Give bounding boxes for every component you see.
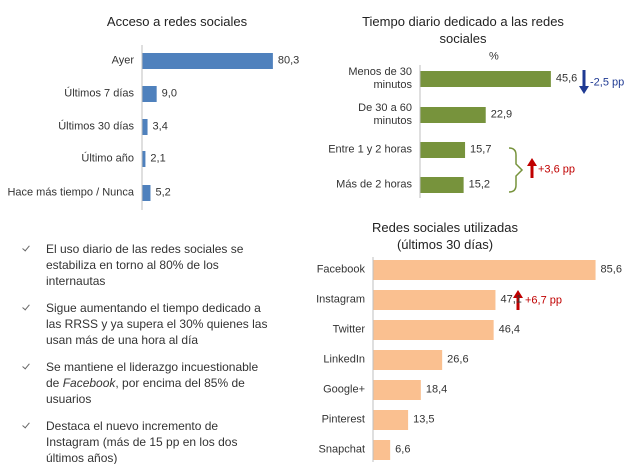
bar: [373, 260, 596, 280]
bar: [373, 350, 443, 370]
value-label: 15,7: [470, 143, 492, 156]
value-label: 5,2: [155, 186, 171, 199]
bar: [420, 177, 464, 193]
value-label: 47,1: [500, 293, 522, 306]
annotation: +3,6 pp: [538, 163, 576, 176]
value-label: 15,2: [468, 178, 491, 191]
value-label: 46,4: [498, 323, 521, 336]
category-label: Últimos 7 días: [64, 87, 134, 100]
arrow-head: [527, 158, 537, 166]
bullet: El uso diario de las redes sociales se e…: [20, 241, 270, 289]
category-label: Instagram: [316, 293, 365, 306]
bar: [142, 119, 148, 135]
category-label: Ayer: [111, 54, 134, 67]
value-label: 45,6: [555, 72, 578, 85]
category-label: LinkedIn: [323, 353, 365, 366]
value-label: 6,6: [395, 443, 411, 456]
value-label: 3,4: [152, 120, 168, 133]
bar: [142, 185, 151, 201]
annotation: -2,5 pp: [590, 76, 625, 89]
annotation: +6,7 pp: [525, 294, 563, 307]
bullet-text: , por encima del 85% de usuarios: [46, 376, 245, 406]
chart-title: Acceso a redes sociales: [106, 14, 248, 29]
bar: [142, 53, 273, 69]
category-label: Facebook: [316, 263, 365, 276]
arrow-head: [579, 86, 589, 94]
category-label: Último año: [81, 152, 134, 165]
bullet: Destaca el nuevo incremento de Instagram…: [20, 418, 270, 464]
bullet-text: Se mantiene el liderazgo incuestionable …: [46, 360, 259, 390]
value-label: 26,6: [447, 353, 469, 366]
category-label: Hace más tiempo / Nunca: [7, 186, 134, 199]
bar: [420, 107, 486, 123]
bullet: Sigue aumentando el tiempo dedicado a la…: [20, 300, 270, 348]
bullet-list: El uso diario de las redes sociales se e…: [20, 241, 270, 464]
category-label: Pinterest: [321, 413, 365, 426]
arrow-head: [513, 290, 523, 298]
value-label: 22,9: [490, 108, 513, 121]
bar: [373, 320, 494, 340]
category-label: De 30 a 60 minutos: [358, 102, 412, 127]
category-label: Entre 1 y 2 horas: [328, 143, 412, 156]
category-label: Twitter: [332, 323, 365, 336]
annotation: %: [489, 50, 499, 63]
bar: [373, 380, 421, 400]
bullet-text: Facebook: [62, 376, 116, 390]
value-label: 18,4: [425, 383, 448, 396]
value-label: 13,5: [413, 413, 435, 426]
category-label: Últimos 30 días: [58, 120, 134, 133]
bar: [420, 142, 466, 158]
value-label: 85,6: [600, 263, 622, 276]
bar: [373, 410, 409, 430]
bar: [142, 86, 157, 102]
bar: [373, 290, 496, 310]
bar: [142, 151, 146, 167]
value-label: 80,3: [277, 54, 300, 67]
bracket: [508, 147, 524, 193]
category-label: Más de 2 horas: [336, 178, 412, 191]
chart-title: Tiempo diario dedicado a las redes socia…: [362, 14, 564, 46]
value-label: 2,1: [150, 152, 166, 165]
chart-title: Redes sociales utilizadas (últimos 30 dí…: [372, 220, 518, 252]
category-label: Snapchat: [318, 443, 365, 456]
category-label: Google+: [323, 383, 365, 396]
bar: [420, 71, 551, 87]
bar: [373, 440, 391, 460]
bullet: Se mantiene el liderazgo incuestionable …: [20, 359, 270, 407]
value-label: 9,0: [161, 87, 177, 100]
category-label: Menos de 30 minutos: [348, 66, 412, 91]
